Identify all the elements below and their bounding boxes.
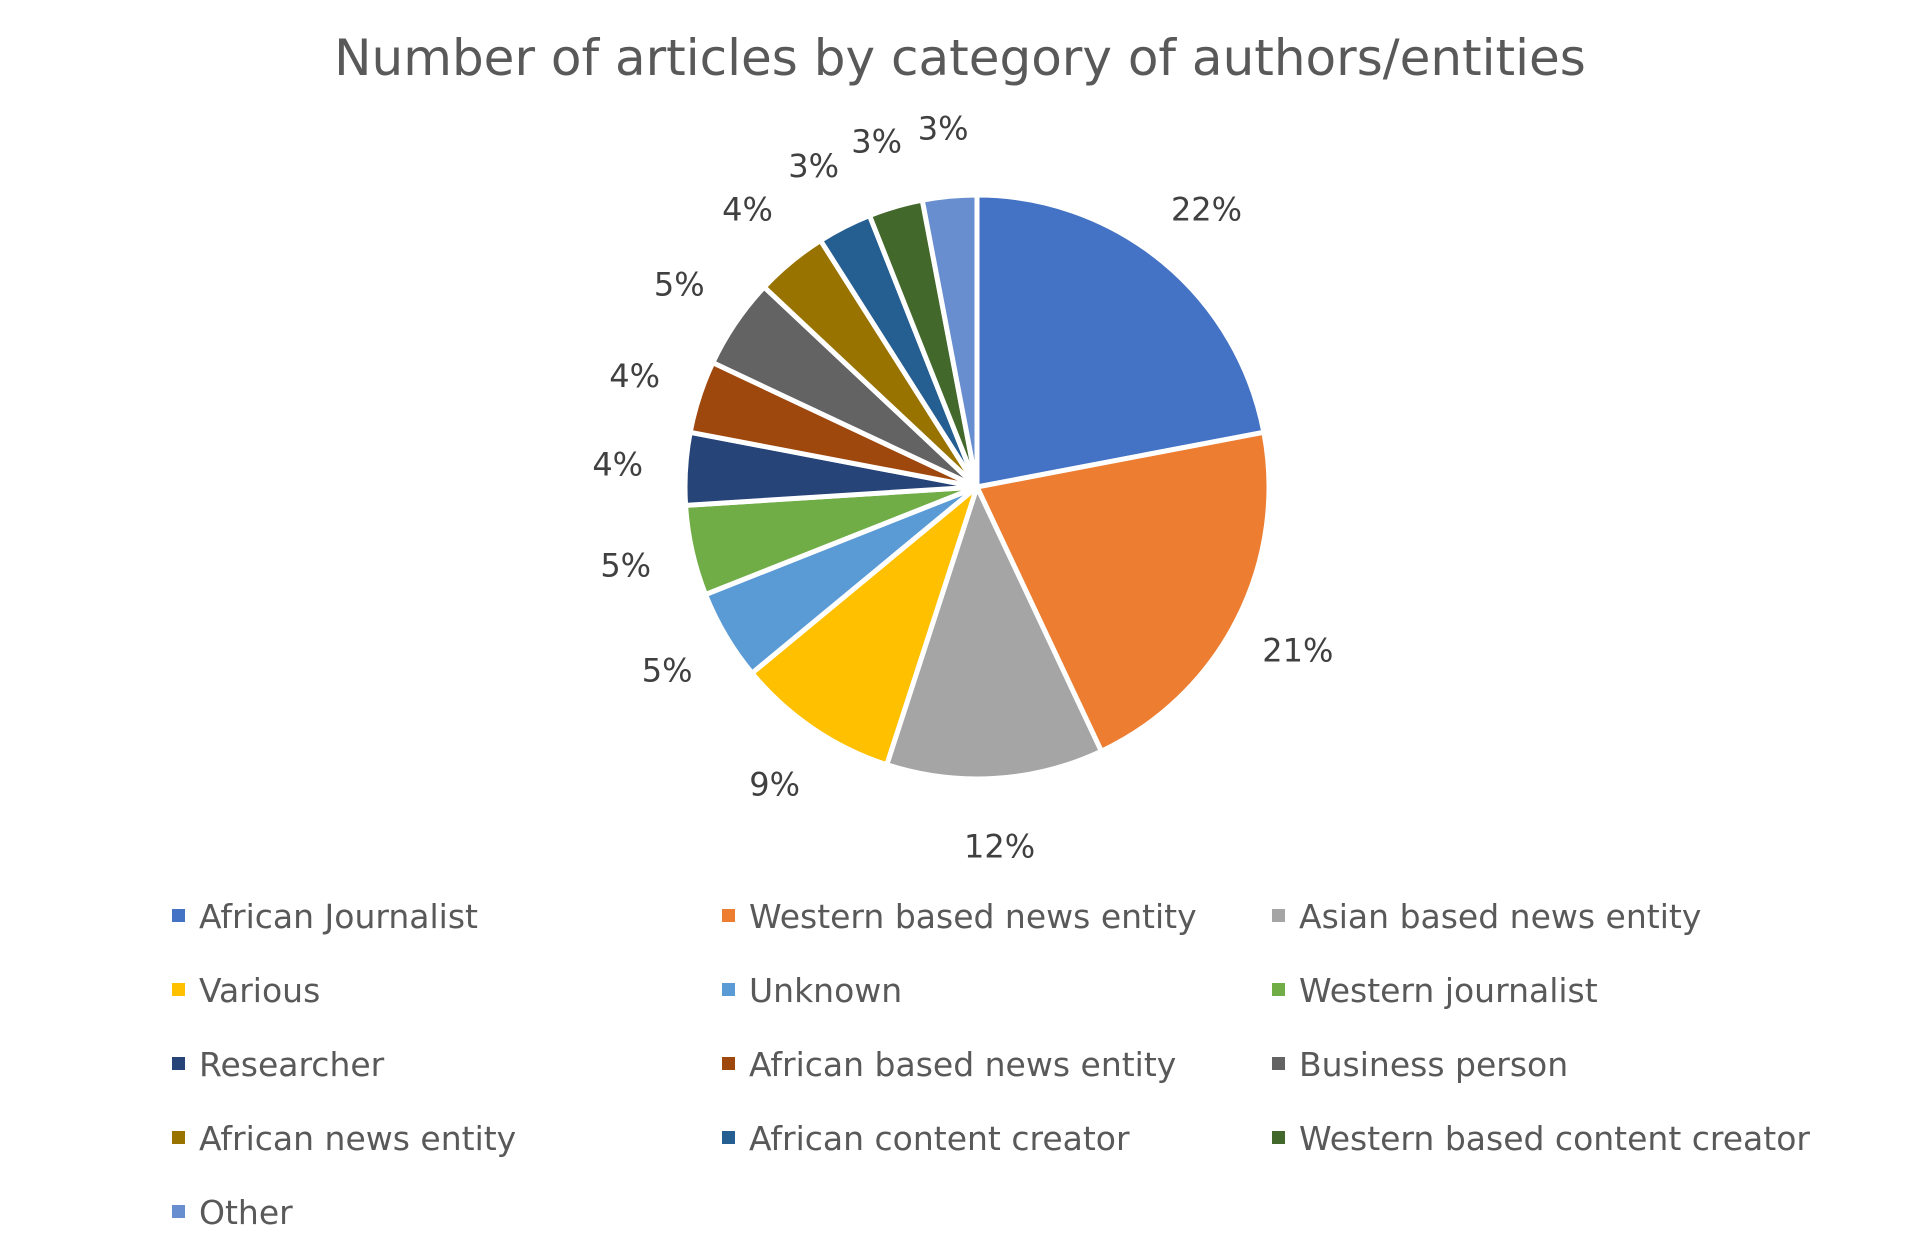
legend-swatch (722, 1131, 735, 1144)
data-label-researcher: 4% (592, 445, 643, 483)
legend-label: Unknown (749, 971, 902, 1010)
legend-swatch (1272, 1057, 1285, 1070)
data-label-african-journalist: 22% (1171, 191, 1242, 229)
legend-swatch (722, 983, 735, 996)
data-label-western-journalist: 5% (600, 547, 651, 585)
legend-label: Researcher (199, 1045, 385, 1084)
legend-swatch (1272, 983, 1285, 996)
pie-slice-african-journalist (974, 192, 1267, 490)
pie-slice-other (919, 192, 980, 490)
legend-swatch (1272, 1131, 1285, 1144)
legend-label: African Journalist (199, 897, 478, 936)
legend-label: Various (199, 971, 320, 1010)
pie-slice-asian-based-news-entity (884, 484, 1104, 782)
legend-swatch (172, 909, 185, 922)
legend-swatch (172, 983, 185, 996)
legend-swatch (172, 1205, 185, 1218)
legend: African Journalist Western based news ent… (172, 897, 1810, 1232)
legend-swatch (722, 909, 735, 922)
data-label-business-person: 5% (654, 266, 705, 304)
data-label-western-based-news-entity: 21% (1262, 631, 1333, 669)
data-label-western-based-content-creator: 3% (851, 122, 902, 160)
pie-slice-various (749, 484, 980, 768)
legend-label: Western journalist (1299, 971, 1598, 1010)
legend-label: African news entity (199, 1119, 516, 1158)
legend-swatch (722, 1057, 735, 1070)
legend-label: Other (199, 1193, 293, 1232)
pie-slice-western-based-news-entity (974, 429, 1272, 754)
legend-swatch (172, 1057, 185, 1070)
legend-swatch (172, 1131, 185, 1144)
data-label-african-based-news-entity: 4% (609, 357, 660, 395)
pie-slices (682, 192, 1272, 782)
legend-label: Western based news entity (749, 897, 1197, 936)
slice-data-labels: 22% 21% 12% 9% 5% 5% 4% 4% 5% 4% 3% 3% 3% (592, 110, 1333, 866)
data-label-african-content-creator: 3% (788, 147, 839, 185)
legend-label: African based news entity (749, 1045, 1176, 1084)
legend-label: African content creator (749, 1119, 1130, 1158)
legend-swatch (1272, 909, 1285, 922)
data-label-asian-based-news-entity: 12% (964, 827, 1035, 865)
chart-title: Number of articles by category of author… (334, 29, 1586, 87)
legend-label: Asian based news entity (1299, 897, 1701, 936)
data-label-unknown: 5% (642, 651, 693, 689)
data-label-other: 3% (918, 110, 969, 148)
data-label-african-news-entity: 4% (722, 191, 773, 229)
data-label-various: 9% (749, 766, 800, 804)
legend-label: Business person (1299, 1045, 1568, 1084)
legend-label: Western based content creator (1299, 1119, 1810, 1158)
